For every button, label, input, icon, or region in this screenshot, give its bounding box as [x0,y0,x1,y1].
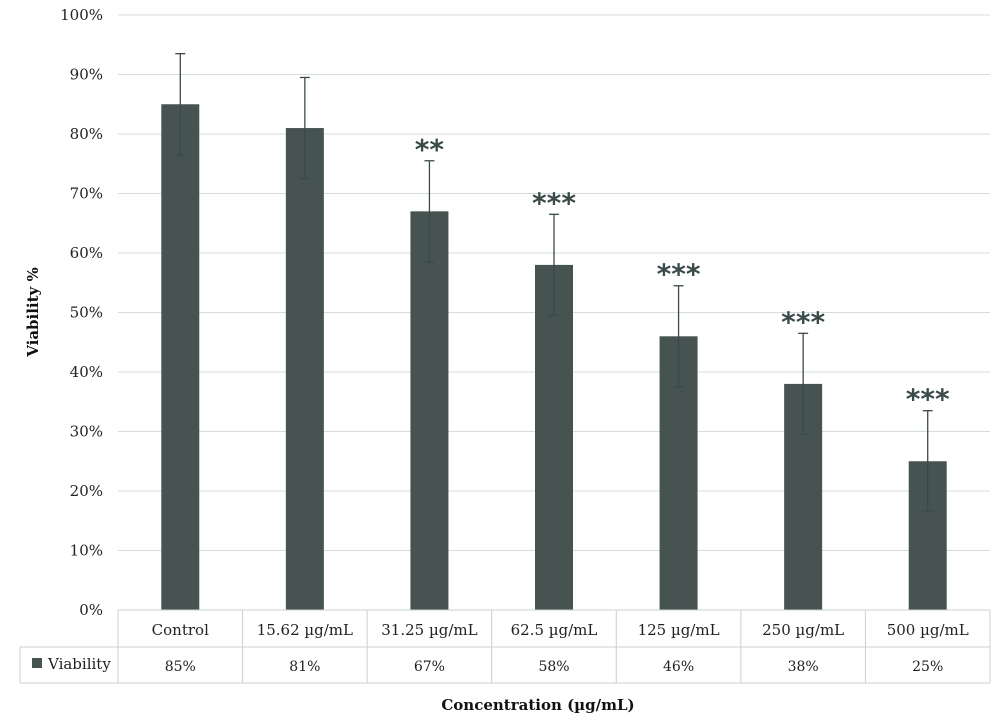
significance-label: *** [906,383,950,416]
y-tick-label: 20% [70,482,103,500]
y-tick-label: 10% [70,542,103,560]
significance-label: *** [781,305,825,338]
data-table: Control 85% 15.62 µg/mL 81% 31.25 µg/mL 67% 62… [19,609,991,684]
x-axis-title: Concentration (µg/mL) [441,696,634,714]
significance-label: *** [657,258,701,291]
y-tick-label: 90% [70,66,103,84]
value-label: 46% [663,659,694,675]
significance-markers: ************** [415,133,950,416]
category-label: 125 µg/mL [638,621,720,639]
category-label: 500 µg/mL [887,621,969,639]
y-tick-label: 70% [70,185,103,203]
value-label: 38% [788,659,819,675]
y-tick-label: 40% [70,363,103,381]
y-axis-ticks: 0% 10% 20% 30% 40% 50% 60% 70% 80% 90% 100% [60,6,103,619]
value-label: 25% [912,659,943,675]
y-tick-label: 50% [70,304,103,322]
y-tick-label: 100% [60,6,103,24]
y-tick-label: 30% [70,423,103,441]
y-axis-title: Viability % [24,267,42,358]
significance-label: *** [532,186,576,219]
significance-label: ** [415,133,445,166]
bar [535,264,573,610]
bar [410,211,449,610]
error-bars [175,53,933,513]
bars [161,104,947,611]
category-label: 62.5 µg/mL [511,621,598,639]
y-tick-label: 60% [70,244,103,262]
bar [161,104,200,610]
y-tick-label: 80% [70,125,103,143]
value-label: 58% [538,659,569,675]
legend-label: Viability [47,655,111,673]
legend-swatch [32,658,42,668]
value-label: 85% [165,659,196,675]
y-tick-label: 0% [79,601,103,619]
value-label: 81% [289,659,320,675]
category-label: 15.62 µg/mL [257,621,353,639]
category-label: 250 µg/mL [762,621,844,639]
category-label: Control [152,621,209,639]
category-label: 31.25 µg/mL [381,621,477,639]
value-label: 67% [414,659,445,675]
bar [285,128,324,611]
